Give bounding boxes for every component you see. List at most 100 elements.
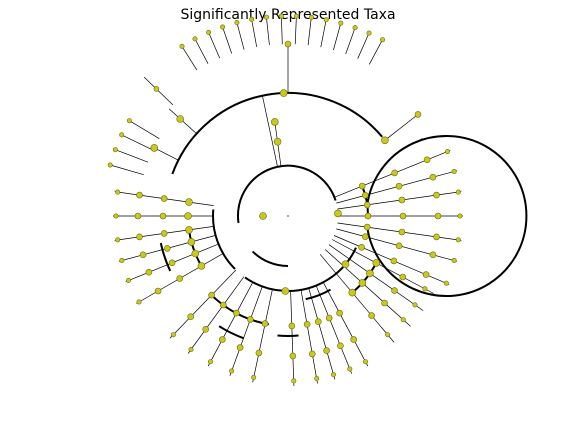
clade-arc	[251, 250, 289, 268]
taxon-node	[303, 320, 311, 328]
taxon-node	[145, 268, 153, 276]
taxon-node	[251, 374, 257, 380]
branch-edge	[322, 282, 369, 367]
taxon-node	[154, 287, 162, 295]
taxon-node	[361, 192, 369, 199]
taxon-node	[414, 111, 422, 118]
taxon-node	[136, 233, 143, 241]
branch-edge	[222, 26, 233, 54]
taxon-node	[164, 245, 171, 252]
taxon-node	[366, 269, 374, 278]
taxon-node	[107, 162, 113, 168]
branch-edge	[324, 249, 411, 327]
taxon-node	[358, 279, 367, 287]
branch-edge	[319, 254, 395, 343]
taxon-node	[364, 212, 372, 220]
taxon-node	[363, 201, 371, 209]
taxon-node	[368, 312, 375, 319]
taxon-node	[168, 259, 176, 267]
taxon-node	[385, 332, 391, 338]
branch-edge	[208, 32, 221, 59]
taxon-node	[434, 212, 442, 220]
taxon-node	[391, 287, 398, 294]
taxon-node	[113, 213, 119, 219]
clade-arc	[212, 209, 236, 270]
taxon-node	[184, 212, 192, 220]
branch-edge	[300, 289, 318, 384]
taxon-node	[443, 280, 449, 286]
branch-edge	[307, 17, 312, 46]
taxon-node	[433, 233, 440, 241]
taxon-node	[115, 189, 121, 195]
taxon-node	[270, 118, 279, 126]
taxon-node	[381, 299, 388, 307]
taxon-node	[398, 196, 406, 204]
clade-arc	[159, 242, 172, 272]
taxon-node	[153, 86, 160, 92]
taxon-node	[391, 169, 398, 177]
taxon-node	[136, 299, 142, 305]
branch-edge	[251, 19, 258, 47]
taxon-node	[308, 350, 316, 358]
taxon-node	[330, 372, 336, 378]
clade-arc	[366, 135, 528, 297]
taxon-node	[202, 325, 209, 333]
taxon-node	[115, 237, 121, 243]
taxon-node	[187, 313, 194, 321]
branch-edge	[262, 95, 278, 168]
taxon-node	[347, 366, 353, 372]
branch-edge	[154, 147, 179, 161]
taxon-node	[399, 212, 407, 220]
taxon-node	[136, 191, 143, 199]
taxon-node	[337, 342, 344, 350]
taxon-node	[399, 273, 407, 281]
taxon-node	[352, 25, 358, 31]
taxon-node	[236, 344, 244, 351]
taxon-node	[362, 359, 368, 365]
taxon-node	[119, 132, 125, 138]
taxon-node	[188, 346, 194, 352]
taxon-node	[451, 169, 457, 175]
branch-edge	[328, 244, 424, 311]
taxon-node	[119, 257, 125, 263]
taxon-node	[358, 182, 366, 190]
taxon-node	[336, 309, 343, 317]
taxon-node	[455, 237, 461, 243]
taxon-node	[451, 257, 457, 263]
branch-edge	[143, 76, 174, 106]
branch-edge	[320, 19, 327, 48]
taxon-node	[247, 316, 254, 323]
taxon-node	[220, 24, 226, 30]
taxon-node	[208, 291, 215, 299]
branch-edge	[229, 286, 263, 376]
branch-edge	[110, 164, 144, 176]
taxon-node	[185, 198, 193, 206]
taxon-node	[249, 16, 255, 22]
taxon-node	[350, 336, 358, 343]
branch-edge	[315, 285, 353, 374]
taxon-node	[314, 318, 322, 326]
clade-arc	[236, 164, 337, 224]
taxon-node	[176, 275, 183, 282]
taxon-node	[429, 251, 437, 259]
branch-edge	[308, 288, 336, 380]
taxon-node	[139, 251, 147, 259]
taxon-node	[338, 20, 344, 26]
taxon-node	[159, 212, 167, 220]
taxon-node	[372, 259, 381, 267]
taxon-node	[289, 352, 297, 360]
taxon-node	[261, 320, 269, 327]
taxon-node	[281, 287, 290, 295]
branch-edge	[281, 16, 283, 45]
taxon-node	[192, 36, 198, 42]
branch-edge	[187, 276, 245, 354]
taxon-node	[390, 257, 398, 265]
taxon-node	[433, 191, 440, 199]
branch-edge	[266, 17, 270, 46]
taxon-nodes	[107, 13, 463, 384]
branch-edge	[394, 138, 423, 155]
taxon-node	[288, 322, 296, 330]
taxon-node	[273, 137, 282, 146]
taxon-node	[395, 242, 403, 250]
branch-edge	[357, 32, 370, 59]
